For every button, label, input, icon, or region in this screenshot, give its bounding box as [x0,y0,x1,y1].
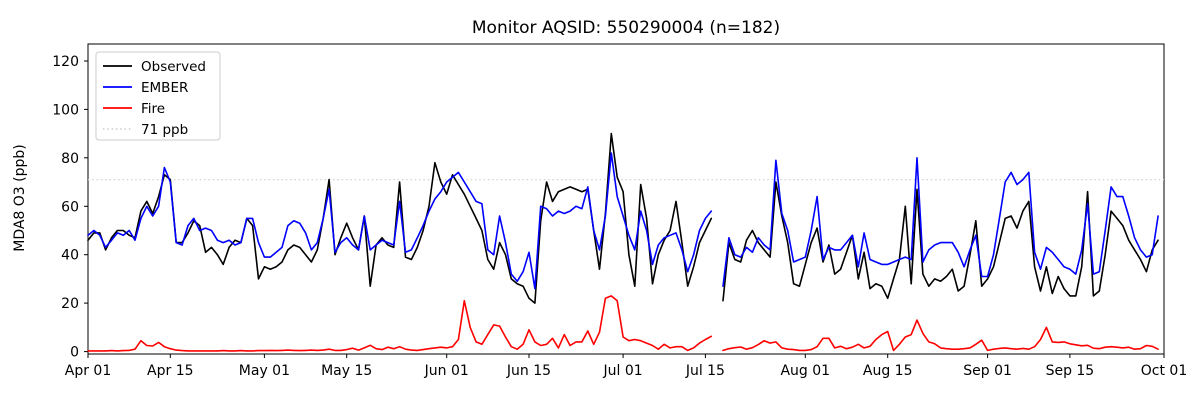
x-tick-label: Oct 01 [1141,363,1187,379]
y-tick-label: 100 [52,102,79,118]
y-tick-label: 120 [52,54,79,70]
y-tick-label: 60 [61,199,79,215]
x-tick-label: Apr 15 [147,363,193,379]
x-tick-label: Apr 01 [65,363,111,379]
x-tick-label: Jun 01 [424,363,469,379]
y-tick-label: 80 [61,151,79,167]
x-tick-label: Sep 01 [963,363,1012,379]
legend-label: 71 ppb [141,122,188,138]
x-tick-label: Jun 15 [506,363,551,379]
legend-label: Fire [141,101,165,117]
series-line-ember [87,152,1159,290]
legend-label: Observed [141,59,206,75]
y-tick-label: 20 [61,296,79,312]
y-tick-label: 40 [61,248,79,264]
x-tick-label: Aug 01 [780,363,830,379]
legend-label: EMBER [141,80,188,96]
series-line-fire [87,295,1159,352]
legend-box [95,51,221,141]
x-tick-label: Aug 15 [863,363,913,379]
chart-title: Monitor AQSID: 550290004 (n=182) [471,18,781,38]
plot-frame [87,43,1165,355]
x-tick-label: Jul 01 [603,363,643,379]
y-tick-label: 0 [70,345,79,361]
x-tick-label: Jul 15 [685,363,725,379]
x-tick-label: May 15 [321,363,372,379]
x-tick-label: Sep 15 [1046,363,1095,379]
x-tick-label: May 01 [239,363,290,379]
